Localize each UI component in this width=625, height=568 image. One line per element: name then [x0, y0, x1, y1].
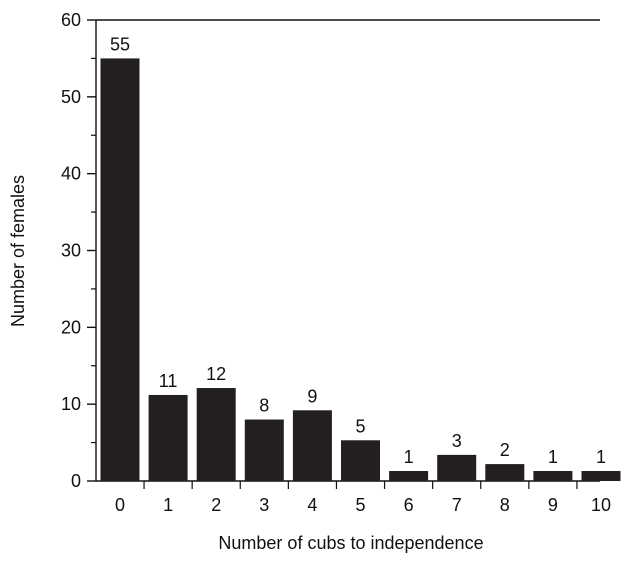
x-tick-label: 3	[259, 495, 269, 515]
bar	[196, 388, 236, 481]
bar	[292, 410, 332, 481]
bar-value-label: 1	[596, 447, 606, 467]
bar-value-label: 1	[404, 447, 414, 467]
x-tick-label: 8	[500, 495, 510, 515]
bar-value-label: 5	[355, 416, 365, 436]
x-tick-label: 5	[355, 495, 365, 515]
bar	[389, 471, 429, 481]
y-tick-label: 50	[61, 87, 81, 107]
bar	[437, 454, 477, 481]
bar-value-label: 12	[206, 364, 226, 384]
bar-value-label: 8	[259, 396, 269, 416]
y-tick-label: 30	[61, 241, 81, 261]
bar-value-label: 11	[159, 371, 178, 391]
bar	[100, 58, 140, 482]
x-axis-title: Number of cubs to independence	[218, 533, 483, 553]
y-tick-label: 20	[61, 317, 81, 337]
x-tick-label: 10	[591, 495, 611, 515]
x-tick-label: 1	[163, 495, 173, 515]
x-tick-label: 9	[548, 495, 558, 515]
y-tick-label: 40	[61, 164, 81, 184]
bar	[533, 471, 573, 481]
bar	[148, 394, 188, 481]
y-axis-title: Number of females	[8, 175, 28, 327]
bar-value-label: 1	[548, 447, 558, 467]
bar	[485, 464, 525, 481]
bar	[341, 440, 380, 481]
x-tick-label: 2	[211, 495, 221, 515]
bar-value-label: 55	[110, 34, 130, 54]
y-tick-label: 60	[61, 10, 81, 30]
bar	[581, 471, 621, 481]
y-tick-label: 0	[71, 471, 81, 491]
x-tick-label: 4	[307, 495, 317, 515]
y-tick-label: 10	[61, 394, 81, 414]
bar	[244, 419, 284, 481]
bar-value-label: 3	[452, 431, 462, 451]
bar-value-label: 9	[307, 386, 317, 406]
x-tick-label: 0	[115, 495, 125, 515]
x-tick-label: 7	[452, 495, 462, 515]
bar-value-label: 2	[500, 440, 510, 460]
x-tick-label: 6	[404, 495, 414, 515]
